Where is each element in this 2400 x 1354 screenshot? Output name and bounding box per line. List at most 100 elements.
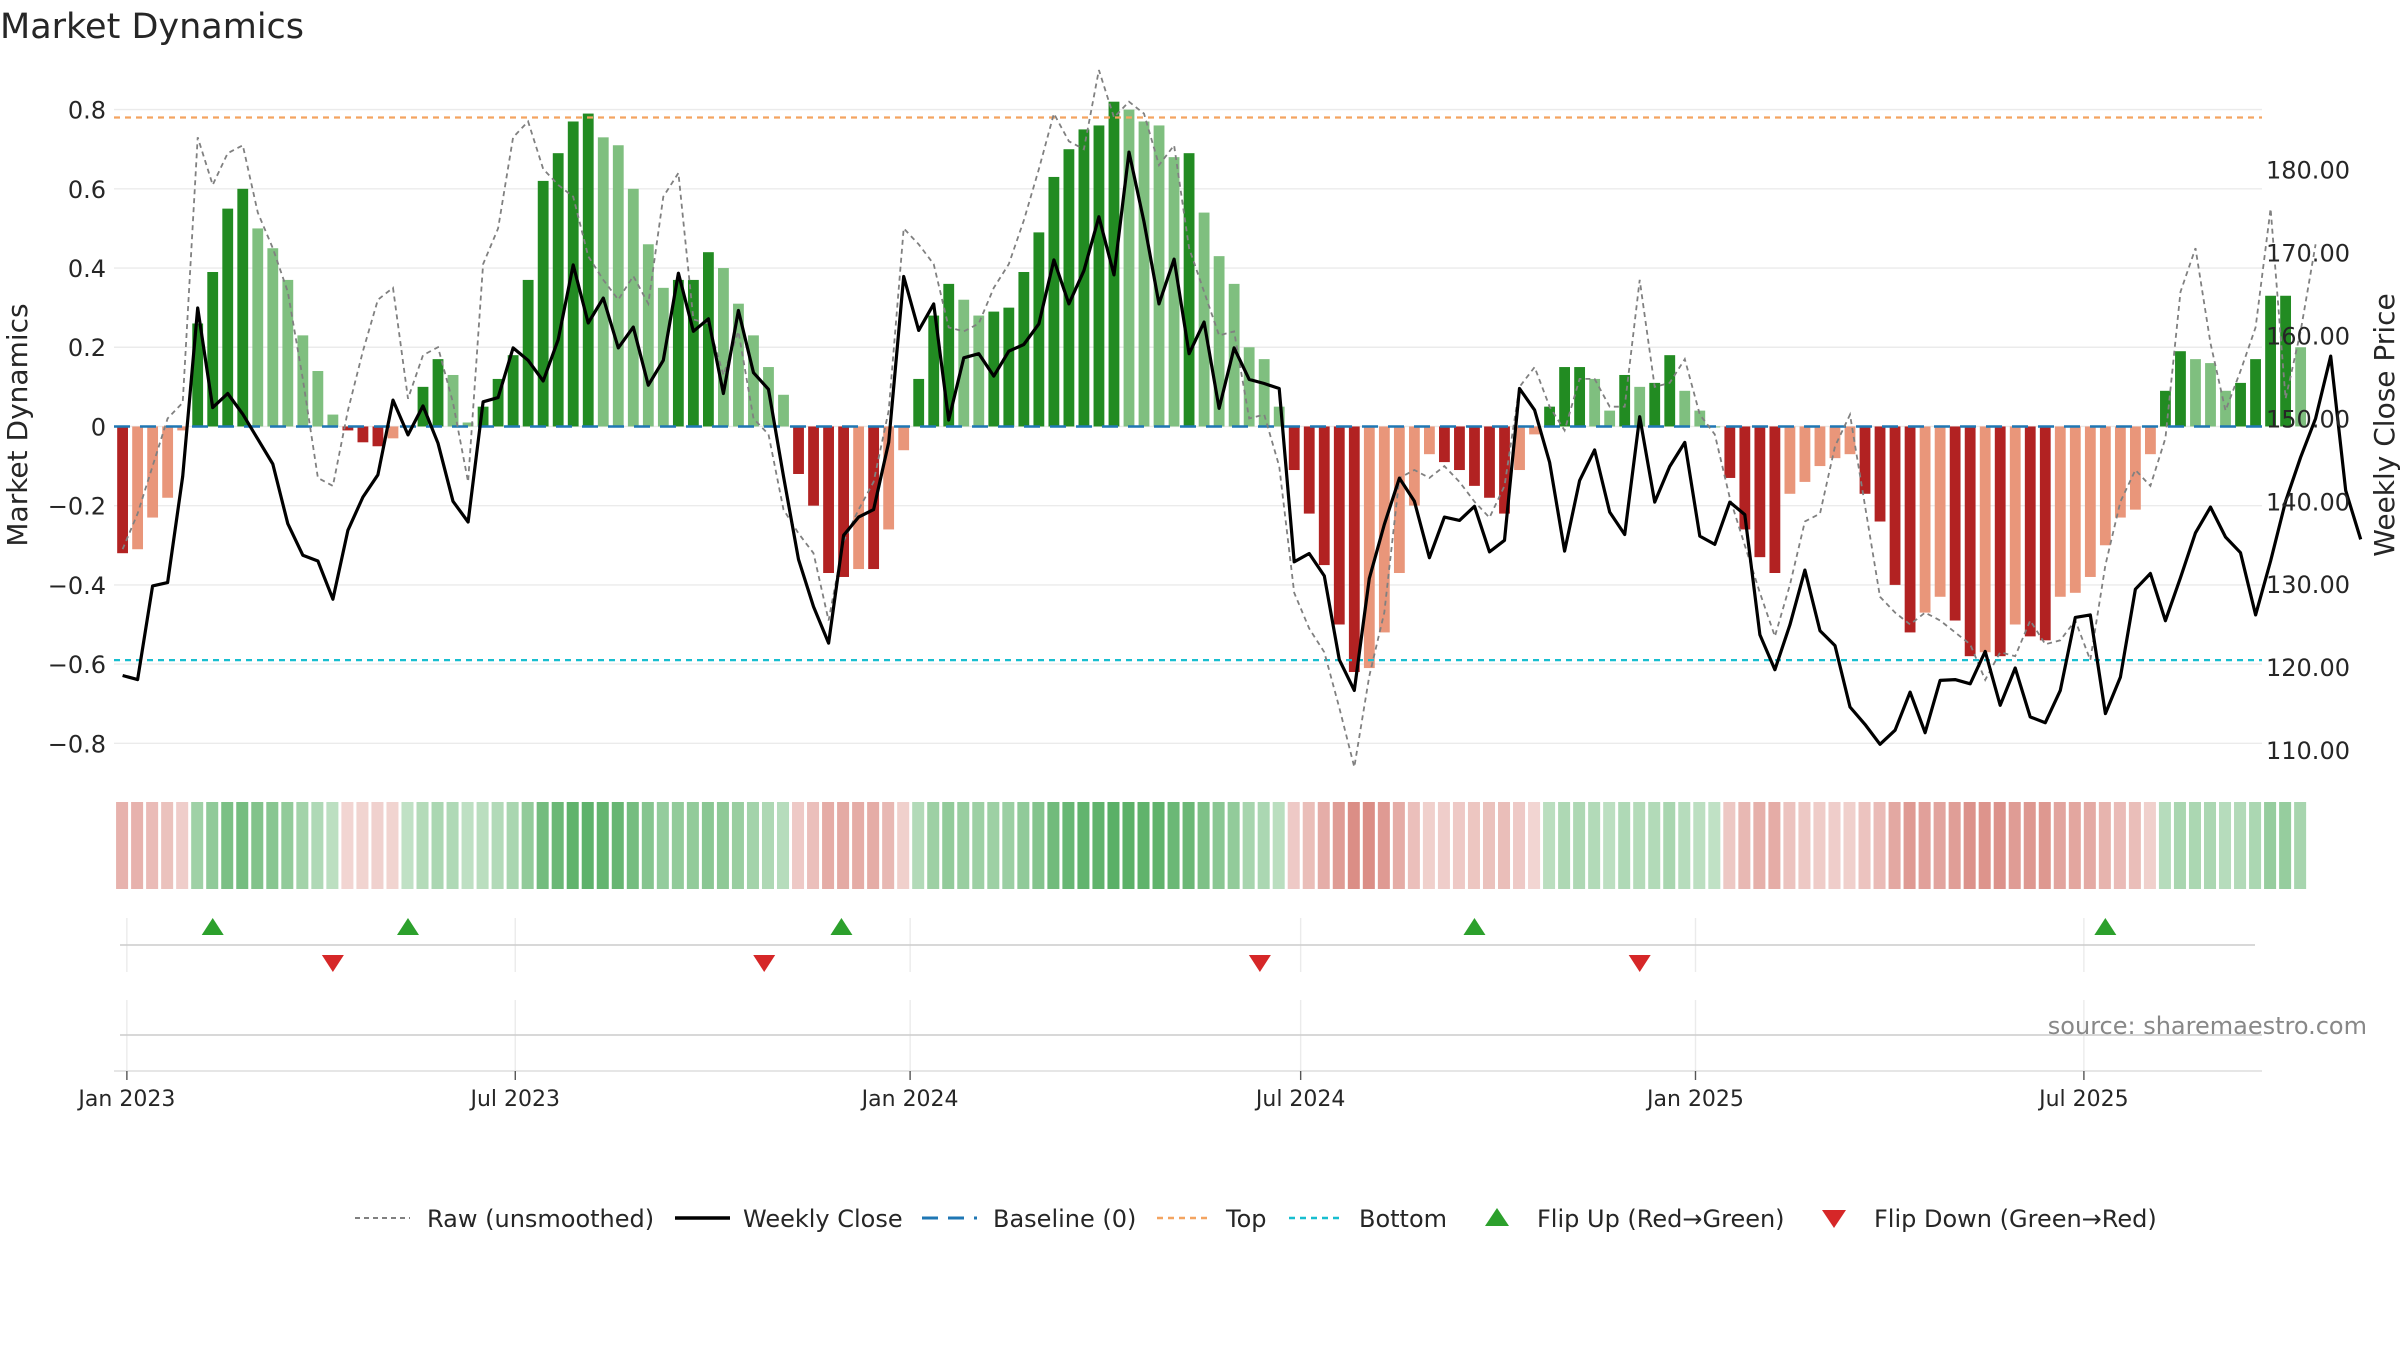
dynamics-bar [808,426,819,506]
heat-strip-cell [236,802,249,889]
dynamics-bar [2175,351,2186,427]
heat-strip-cell [1212,802,1225,889]
heat-strip-cell [1287,802,1300,889]
heat-strip-cell [206,802,219,889]
dynamics-bar [1574,367,1586,427]
heat-strip-cell [1242,802,1255,889]
y-left-tick-label: −0.2 [48,493,106,521]
dynamics-bar [1198,212,1210,427]
heat-strip-cell [281,802,294,889]
dynamics-bar [943,283,955,427]
dynamics-bar [2265,295,2276,427]
dynamics-bar [1454,426,1465,471]
legend-label-top: Top [1225,1205,1267,1233]
heat-strip-cell [807,802,820,889]
heat-strip-cell [1573,802,1586,889]
heat-strip-cell [1783,802,1796,889]
y-left-axis-label: Market Dynamics [1,303,34,546]
dynamics-bar [117,426,128,554]
page-title: Market Dynamics [0,7,304,47]
dynamics-bar [883,426,895,530]
heat-strip-cell [641,802,654,889]
dynamics-bar [1934,426,1946,597]
dynamics-bar [672,279,684,427]
dynamics-bar [1393,426,1405,574]
heat-strip-cell [356,802,369,889]
heat-strip-cell [1197,802,1210,889]
y-left-tick-label: −0.6 [48,651,106,679]
heat-strip-cell [1498,802,1511,889]
dynamics-bar [432,359,444,427]
dynamics-bar [1033,232,1045,427]
flip-down-marker [753,955,776,972]
dynamics-bar [1724,426,1736,478]
dynamics-bar [1544,406,1555,427]
heat-strip-cell [1257,802,1270,889]
heat-strip-cell [1017,802,1030,889]
heat-strip-cell [476,802,489,889]
x-tick-label: Jul 2025 [2037,1087,2129,1112]
flip-up-marker [2094,918,2117,935]
dynamics-bar [1739,426,1751,530]
heat-strip-cell [1918,802,1931,889]
y-left-tick-label: 0.8 [68,97,106,125]
dynamics-bar [1318,426,1330,566]
flip-down-marker [1628,955,1651,972]
heat-strip-cell [1753,802,1766,889]
heat-strip-cell [1452,802,1465,889]
legend-swatch-flip_down [1822,1210,1846,1228]
dynamics-bar [1288,426,1300,471]
dynamics-bar [1664,355,1676,427]
heat-strip-cell [1467,802,1480,889]
heat-strip-cell [671,802,684,889]
dynamics-bar [627,188,639,427]
heat-strip-cell [776,802,790,889]
dynamics-bar [1514,426,1525,471]
dynamics-bar [1769,426,1781,574]
dynamics-bar [687,279,699,427]
heat-strip-cell [2219,802,2232,889]
dynamics-bar [1994,426,2006,657]
heat-strip-cell [1993,802,2006,889]
legend-swatch-flip_up [1485,1208,1509,1226]
lower-panel: Jan 2023 Jul 2023 Jan 2024 Jul 2024 Jan 2025… [76,1000,2262,1112]
heat-strip-cell [2023,802,2036,889]
heat-strip-cell [882,802,895,889]
dynamics-bar [1003,307,1015,427]
dynamics-bar [853,426,865,570]
dynamics-bar [928,315,940,427]
heat-strip-cell [176,802,189,889]
y-right-tick-label: 120.00 [2266,654,2350,682]
x-tick-label: Jul 2024 [1254,1087,1346,1112]
heat-strip-cell [221,802,234,889]
heat-strip-cell [1798,802,1811,889]
heat-strip-cell [972,802,985,889]
dynamics-bar [1799,426,1811,482]
flip-down-marker [321,955,344,972]
heat-strip-cell [161,802,174,889]
dynamics-bar [477,406,489,427]
heat-strip-cell [1152,802,1165,889]
heat-strip-cell [1978,802,1991,889]
legend-label-raw: Raw (unsmoothed) [427,1205,654,1233]
dynamics-bar [147,426,159,518]
dynamics-bar [1439,426,1450,463]
heat-strip-cell [2279,802,2292,889]
heat-strip-cell [1828,802,1841,889]
heat-strip-cell [296,802,309,889]
heat-strip-cell [461,802,474,889]
heat-strip-cell [2158,802,2171,889]
dynamics-bar [1153,125,1165,427]
dynamics-bar [207,271,219,427]
dynamics-bar [1063,149,1075,427]
dynamics-bar [1694,410,1706,427]
dynamics-bar [2205,363,2216,427]
heat-strip-cell [326,802,339,889]
heat-strip-cell [1332,802,1345,889]
dynamics-bar [2084,426,2096,577]
heat-strip-cell [1482,802,1496,889]
dynamics-bar [2099,426,2111,546]
dynamics-bar [1048,176,1060,427]
legend-label-close: Weekly Close [743,1205,903,1233]
legend-label-flip_up: Flip Up (Red→Green) [1537,1205,1785,1233]
